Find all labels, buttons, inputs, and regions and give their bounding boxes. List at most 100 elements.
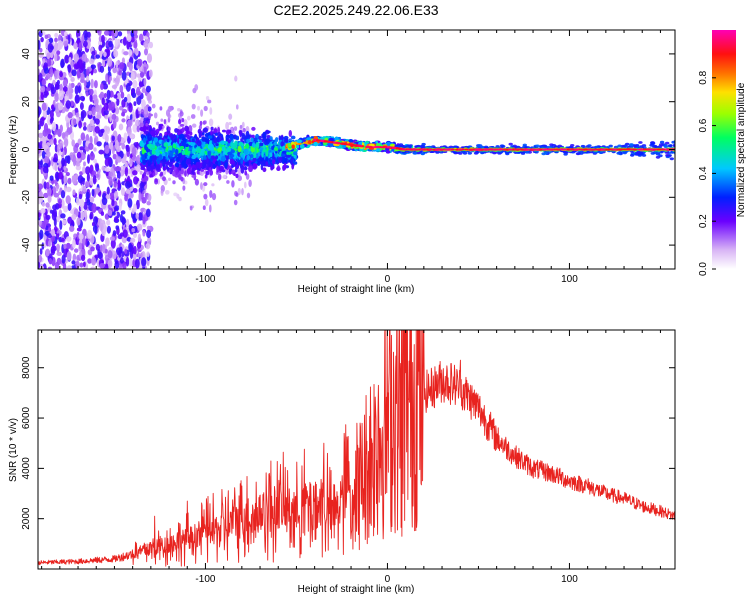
spectrogram-cell [38, 124, 41, 131]
spectrogram-cell [128, 192, 134, 199]
spectrogram-cell [54, 41, 58, 52]
spectrogram-cell [135, 199, 140, 210]
spectrogram-cell [151, 149, 156, 155]
spectrogram-cell [56, 79, 60, 85]
spectrogram-cell [65, 195, 71, 205]
spectrogram-cell [162, 176, 166, 182]
spectrogram-cell [280, 153, 286, 157]
spectrogram-cell [83, 209, 87, 218]
spectrogram-cell [186, 134, 191, 140]
spectrogram-cell [306, 137, 312, 141]
spectrogram-cell [40, 208, 46, 214]
spectrogram-cell [93, 132, 97, 137]
spectrogram-cell [103, 51, 107, 58]
spectrogram-cell [91, 188, 95, 197]
spectrogram-cell [59, 220, 63, 231]
spectrogram-cell [130, 88, 136, 93]
spectrogram-cell [139, 170, 143, 175]
spectrogram-cell [265, 138, 270, 145]
spectrogram-cell [52, 157, 58, 163]
spectrogram-cell [179, 157, 182, 164]
spectrogram-cell [92, 174, 97, 185]
spectrogram-cell [62, 86, 68, 92]
spectrogram-cell [202, 132, 205, 136]
spectrogram-cell [633, 144, 638, 148]
spectrogram-cell [127, 198, 133, 208]
spectrogram-cell [258, 139, 263, 144]
spectrogram-cell [123, 51, 129, 56]
spectrogram-cell [136, 125, 140, 133]
spectrogram-cell [183, 119, 188, 127]
spectrogram-cell [348, 139, 354, 143]
spectrogram-cell [147, 106, 152, 112]
spectrogram-cell [125, 144, 130, 153]
spectrogram-cell [146, 229, 152, 239]
spectrogram-cell [41, 102, 47, 111]
spectrogram-cell [38, 89, 41, 99]
spectrogram-cell [634, 153, 640, 156]
spectrogram-cell [62, 262, 67, 269]
spectrogram-cell [120, 91, 125, 99]
spectrogram-cell [91, 106, 96, 116]
spectrogram-cell [116, 146, 121, 153]
spectrogram-cell [47, 239, 52, 247]
spectrogram-cell [53, 129, 60, 135]
spectrogram-cell [210, 155, 215, 160]
spectrogram-cell [385, 150, 391, 154]
spectrogram-cell [51, 234, 56, 242]
spectrogram-cell [176, 137, 180, 144]
spectrogram-cell [240, 157, 244, 165]
spectrogram-cell [85, 133, 90, 143]
spectrogram-cell [49, 109, 54, 119]
spectrogram-cell [111, 199, 115, 207]
spectrogram-cell [141, 149, 145, 155]
spectrogram-cell [93, 147, 97, 152]
spectrogram-cell [105, 237, 110, 247]
spectrogram-cell [63, 31, 68, 37]
spectrogram-cell [208, 160, 212, 167]
spectrogram-cell [101, 243, 106, 254]
spectrogram-cell [296, 139, 302, 144]
spectrogram-cell [290, 158, 294, 166]
spectrogram-cell [121, 112, 125, 117]
spectrogram-cell [234, 167, 238, 173]
spectrogram-cell [68, 82, 72, 93]
spectrogram-cell [177, 107, 181, 112]
spectrogram-cell [133, 203, 137, 212]
spectrogram-cell [50, 245, 56, 256]
spectrogram-cell [49, 117, 54, 124]
spectrogram-cell [111, 250, 117, 260]
spectrogram-cell [127, 126, 132, 137]
spectrogram-cell [39, 248, 43, 255]
spectrogram-cell [146, 143, 152, 148]
spectrogram-cell [203, 193, 208, 200]
spectrogram-cell [63, 205, 69, 213]
spectrogram-cell [207, 150, 212, 156]
spectrogram-cell [269, 136, 273, 141]
spectrogram-cell [43, 181, 47, 190]
spectrogram-cell [91, 221, 96, 227]
spectrogram-cell [195, 161, 201, 169]
spectrogram-cell [178, 118, 182, 125]
spectrogram-cell [467, 151, 472, 155]
spectrogram-cell [40, 159, 43, 168]
spectrogram-cell [63, 243, 67, 250]
spectrogram-cell [86, 172, 90, 183]
spectrogram-cell [58, 190, 62, 196]
spectrogram-cell [242, 127, 246, 133]
spectrogram-cell [132, 188, 138, 193]
spectrogram-cell [89, 58, 95, 65]
spectrogram-cell [145, 243, 151, 250]
spectrogram-cell [499, 144, 505, 148]
spectrogram-cell [148, 99, 152, 104]
spectrogram-cell [269, 152, 273, 158]
spectrogram-cell [78, 242, 83, 250]
spectrogram-cell [78, 233, 84, 240]
spectrogram-cell [82, 40, 88, 48]
spectrogram-cell [113, 216, 119, 223]
spectrogram-cell [299, 144, 305, 149]
spectrogram-cell [41, 201, 46, 207]
spectrogram-cell [151, 103, 156, 109]
spectrogram-cell [167, 116, 171, 123]
spectrogram-cell [203, 127, 208, 133]
